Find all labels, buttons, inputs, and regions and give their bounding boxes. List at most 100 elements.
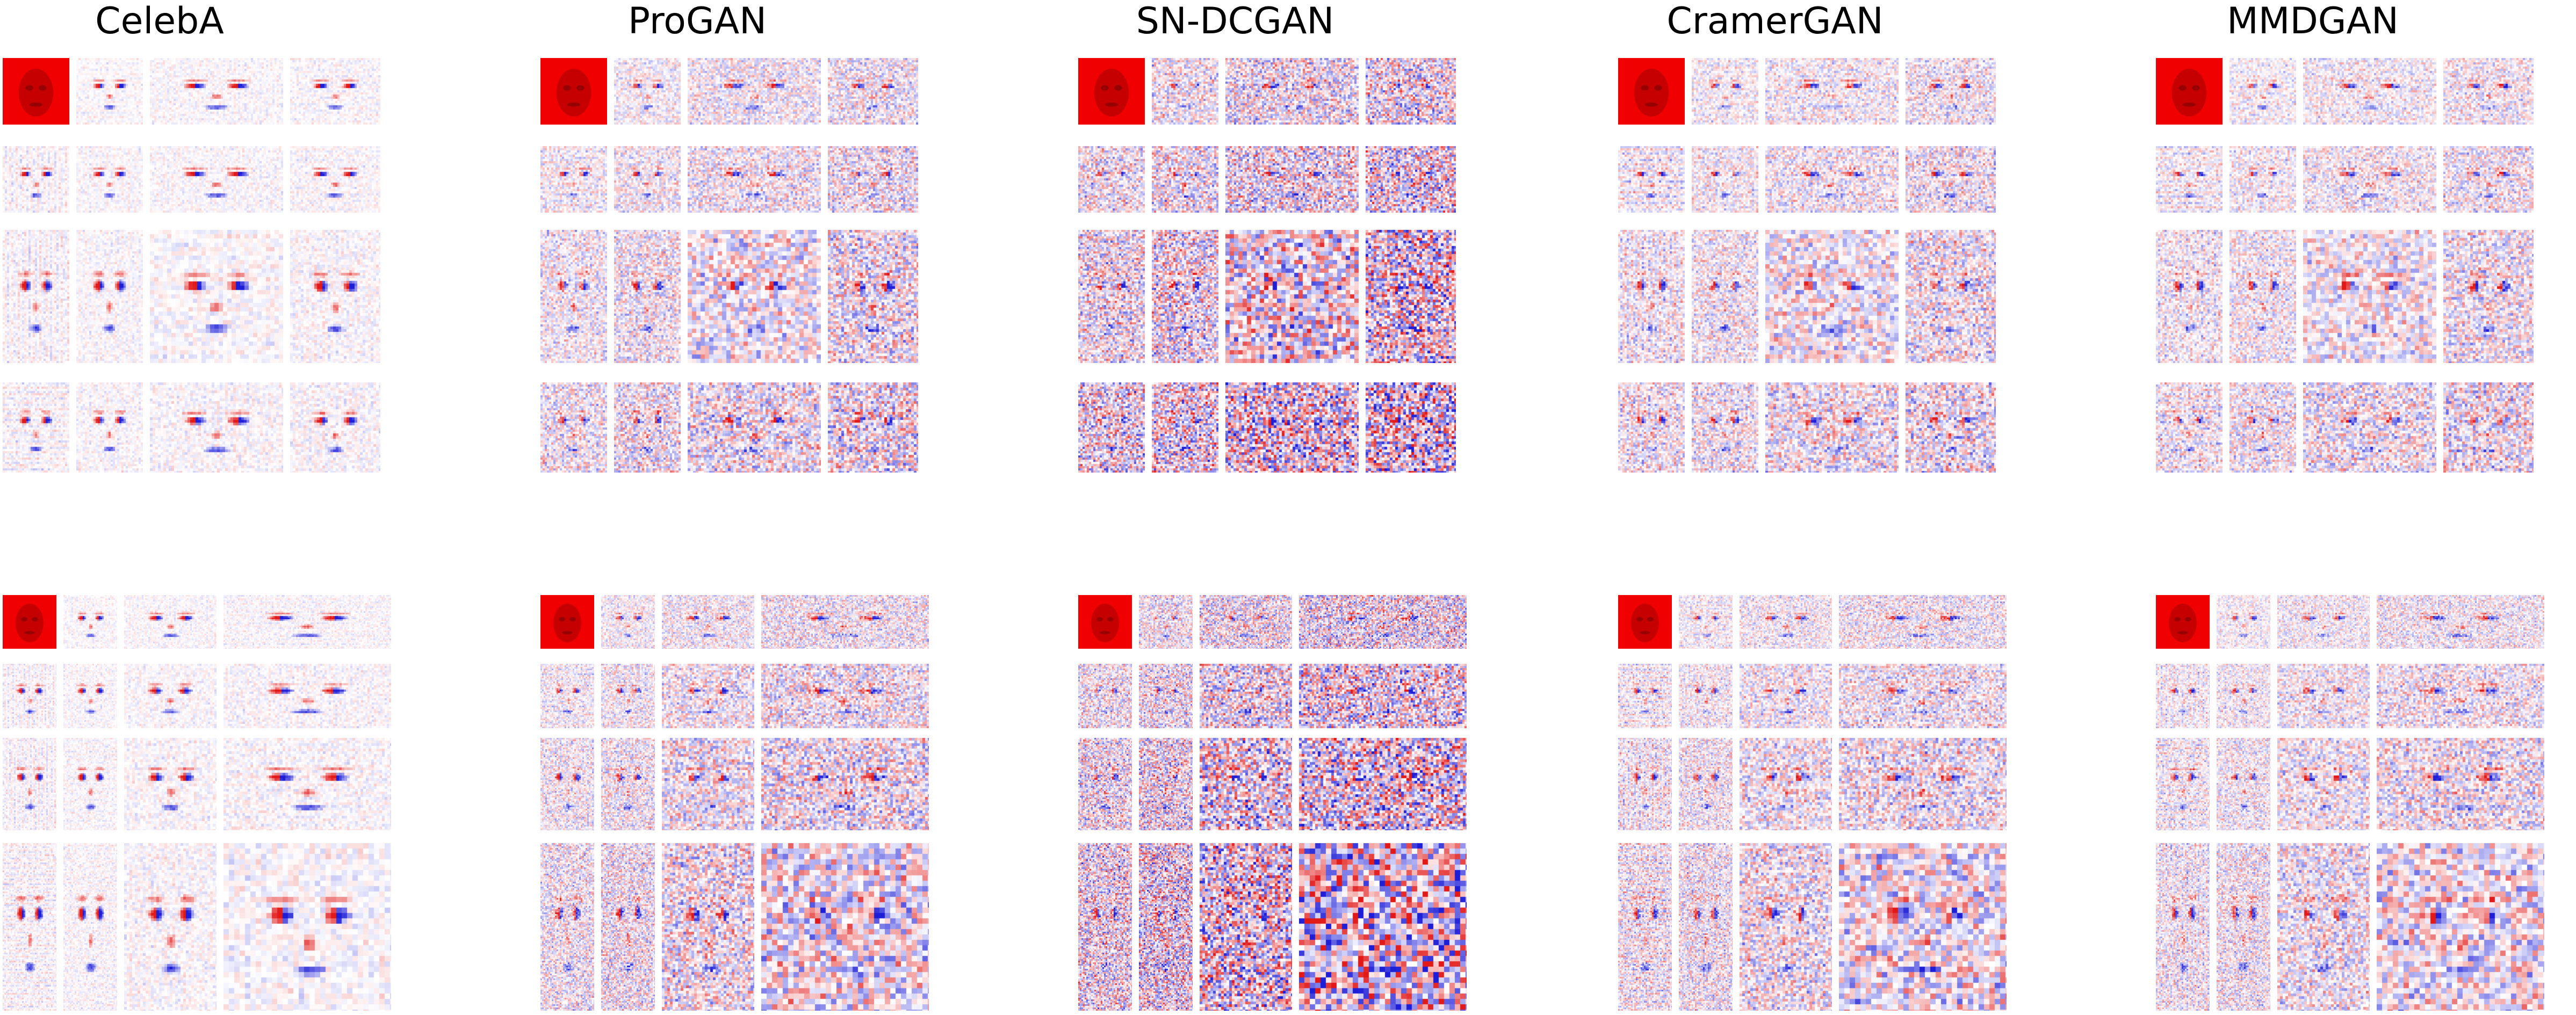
tile-sn-dcgan-top-block-r1c2 [1152,58,1218,125]
column-title-sn-dcgan: SN-DCGAN [1136,0,1334,42]
tile-sn-dcgan-bottom-block-r2c3 [1200,664,1292,728]
tile-sn-dcgan-bottom-block-r3c4 [1299,738,1467,830]
tile-cramergan-bottom-block-r2c1 [1618,664,1672,728]
tile-progan-top-block-r1c1 [540,58,607,125]
tile-celeba-bottom-block-r4c4 [223,843,391,1011]
tile-progan-bottom-block-r3c3 [662,738,754,830]
tile-sn-dcgan-top-block-r3c3 [1225,230,1359,363]
tile-progan-bottom-block-r1c4 [761,595,929,649]
tile-celeba-bottom-block-r2c3 [124,664,217,728]
tile-sn-dcgan-bottom-block-r1c3 [1200,595,1292,649]
tile-cramergan-bottom-block-r1c1 [1618,595,1672,649]
tile-mmdgan-top-block-r1c1 [2156,58,2223,125]
tile-mmdgan-bottom-block-r4c3 [2277,843,2370,1011]
tile-celeba-bottom-block-r4c3 [124,843,217,1011]
tile-cramergan-bottom-block-r2c2 [1679,664,1733,728]
tile-mmdgan-top-block-r2c2 [2229,146,2296,213]
tile-sn-dcgan-top-block-r2c2 [1152,146,1218,213]
tile-sn-dcgan-top-block-r2c4 [1366,146,1456,213]
tile-celeba-bottom-block-r2c4 [223,664,391,728]
tile-cramergan-bottom-block-r3c1 [1618,738,1672,830]
tile-progan-top-block-r4c3 [688,382,821,473]
tile-celeba-top-block-r1c1 [3,58,69,125]
column-title-cramergan: CramerGAN [1666,0,1884,42]
tile-sn-dcgan-bottom-block-r3c1 [1078,738,1132,830]
tile-celeba-top-block-r3c2 [76,230,143,363]
tile-mmdgan-top-block-r4c4 [2443,382,2534,473]
tile-celeba-top-block-r3c4 [290,230,380,363]
tile-progan-top-block-r2c2 [614,146,681,213]
tile-celeba-bottom-block-r1c4 [223,595,391,649]
tile-progan-top-block-r3c1 [540,230,607,363]
tile-sn-dcgan-bottom-block-r2c4 [1299,664,1467,728]
tile-mmdgan-bottom-block-r4c2 [2217,843,2270,1011]
tile-mmdgan-bottom-block-r1c4 [2377,595,2544,649]
tile-progan-top-block-r1c4 [828,58,918,125]
tile-celeba-top-block-r3c3 [150,230,283,363]
tile-mmdgan-top-block-r2c3 [2303,146,2436,213]
tile-celeba-top-block-r1c2 [76,58,143,125]
tile-mmdgan-top-block-r4c3 [2303,382,2436,473]
tile-progan-top-block-r2c4 [828,146,918,213]
tile-cramergan-top-block-r2c4 [1906,146,1996,213]
tile-celeba-top-block-r4c2 [76,382,143,473]
tile-mmdgan-bottom-block-r4c4 [2377,843,2544,1011]
tile-cramergan-bottom-block-r4c1 [1618,843,1672,1011]
tile-mmdgan-top-block-r2c4 [2443,146,2534,213]
tile-progan-top-block-r4c1 [540,382,607,473]
tile-progan-top-block-r1c3 [688,58,821,125]
tile-mmdgan-bottom-block-r2c4 [2377,664,2544,728]
tile-celeba-bottom-block-r3c3 [124,738,217,830]
tile-cramergan-top-block-r3c1 [1618,230,1685,363]
tile-mmdgan-bottom-block-r3c1 [2156,738,2210,830]
tile-cramergan-top-block-r2c2 [1692,146,1758,213]
tile-sn-dcgan-bottom-block-r4c4 [1299,843,1467,1011]
tile-cramergan-bottom-block-r1c2 [1679,595,1733,649]
tile-celeba-bottom-block-r1c3 [124,595,217,649]
tile-progan-bottom-block-r4c1 [540,843,594,1011]
tile-progan-top-block-r3c3 [688,230,821,363]
tile-celeba-bottom-block-r3c2 [63,738,117,830]
tile-celeba-bottom-block-r2c2 [63,664,117,728]
tile-sn-dcgan-bottom-block-r4c2 [1139,843,1193,1011]
tile-cramergan-top-block-r1c1 [1618,58,1685,125]
tile-mmdgan-bottom-block-r3c4 [2377,738,2544,830]
tile-sn-dcgan-bottom-block-r2c2 [1139,664,1193,728]
tile-progan-bottom-block-r2c2 [601,664,655,728]
tile-progan-bottom-block-r2c1 [540,664,594,728]
tile-progan-bottom-block-r1c3 [662,595,754,649]
tile-progan-top-block-r3c2 [614,230,681,363]
tile-cramergan-bottom-block-r1c3 [1740,595,1832,649]
tile-sn-dcgan-top-block-r4c2 [1152,382,1218,473]
tile-cramergan-top-block-r3c3 [1765,230,1899,363]
tile-cramergan-bottom-block-r4c3 [1740,843,1832,1011]
tile-cramergan-bottom-block-r2c3 [1740,664,1832,728]
tile-progan-top-block-r2c1 [540,146,607,213]
tile-cramergan-top-block-r1c2 [1692,58,1758,125]
tile-sn-dcgan-bottom-block-r4c3 [1200,843,1292,1011]
tile-mmdgan-bottom-block-r1c2 [2217,595,2270,649]
tile-progan-bottom-block-r3c4 [761,738,929,830]
tile-celeba-bottom-block-r3c1 [3,738,56,830]
tile-celeba-bottom-block-r1c1 [3,595,56,649]
tile-mmdgan-top-block-r3c4 [2443,230,2534,363]
tile-progan-bottom-block-r1c2 [601,595,655,649]
tile-sn-dcgan-bottom-block-r4c1 [1078,843,1132,1011]
tile-celeba-top-block-r2c1 [3,146,69,213]
column-title-celeba: CelebA [95,0,224,42]
column-title-progan: ProGAN [628,0,767,42]
tile-cramergan-top-block-r4c4 [1906,382,1996,473]
tile-sn-dcgan-top-block-r2c3 [1225,146,1359,213]
tile-celeba-top-block-r4c1 [3,382,69,473]
tile-cramergan-bottom-block-r2c4 [1839,664,2007,728]
tile-celeba-top-block-r4c3 [150,382,283,473]
tile-mmdgan-bottom-block-r3c2 [2217,738,2270,830]
tile-mmdgan-top-block-r1c3 [2303,58,2436,125]
tile-cramergan-top-block-r2c1 [1618,146,1685,213]
column-title-mmdgan: MMDGAN [2227,0,2399,42]
tile-progan-bottom-block-r2c3 [662,664,754,728]
tile-mmdgan-top-block-r1c4 [2443,58,2534,125]
tile-progan-bottom-block-r3c1 [540,738,594,830]
tile-progan-bottom-block-r2c4 [761,664,929,728]
